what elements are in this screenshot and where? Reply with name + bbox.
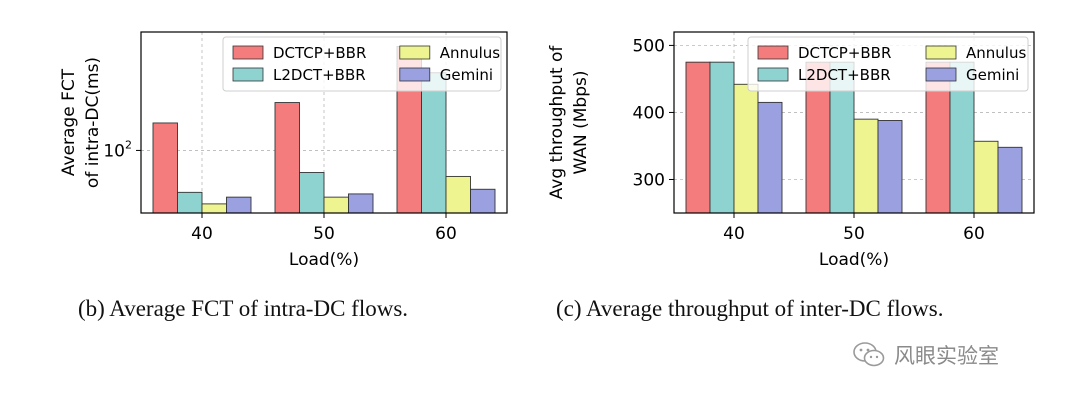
y-tick-label: 300 <box>633 170 665 190</box>
legend-label: DCTCP+BBR <box>273 44 366 62</box>
legend-swatch <box>399 45 431 60</box>
caption-c: (c) Average throughput of inter-DC flows… <box>556 296 944 321</box>
x-axis-label: Load(%) <box>819 250 889 270</box>
bar <box>973 140 999 214</box>
y-tick-label: 102 <box>103 138 132 161</box>
bar <box>757 101 783 214</box>
legend-label: Annulus <box>966 44 1026 62</box>
y-axis-label: of intra-DC(ms) <box>83 57 103 188</box>
bar <box>177 191 203 214</box>
bar <box>733 83 759 214</box>
legend-swatch <box>232 45 264 60</box>
legend-label: Annulus <box>440 44 500 62</box>
chart-1: 40 50 60 300 400 500 Load(%) Avg throughput of W… <box>547 31 1035 270</box>
legend-swatch <box>925 45 957 60</box>
y-tick-label: 500 <box>633 36 665 56</box>
bar <box>299 172 325 214</box>
y-axis-label: Average FCT <box>59 68 79 176</box>
bar <box>152 122 178 214</box>
x-tick-label: 50 <box>843 224 865 244</box>
legend-label: Gemini <box>966 66 1019 84</box>
legend-swatch <box>757 67 789 82</box>
bar <box>685 61 711 214</box>
chart-0: 40 50 60 102 Load(%) Average FCT of intra-DC(m… <box>59 31 508 270</box>
y-axis-label: Avg throughput of <box>547 45 567 200</box>
bar <box>445 175 471 214</box>
legend-label: L2DCT+BBR <box>798 66 891 84</box>
x-tick-label: 60 <box>435 224 457 244</box>
bar <box>470 188 496 214</box>
watermark-text: 风眼实验室 <box>894 344 999 368</box>
x-tick-label: 40 <box>723 224 745 244</box>
x-tick-label: 50 <box>313 224 335 244</box>
bar <box>201 203 227 214</box>
caption-b: (b) Average FCT of intra-DC flows. <box>78 296 409 321</box>
wechat-icon <box>853 342 885 367</box>
legend-box <box>222 36 502 92</box>
legend-label: Gemini <box>440 66 493 84</box>
legend-swatch <box>757 45 789 60</box>
x-tick-label: 40 <box>191 224 213 244</box>
x-tick-label: 60 <box>963 224 985 244</box>
bar <box>421 72 447 214</box>
bar <box>348 193 374 214</box>
bar <box>226 196 252 214</box>
legend-label: DCTCP+BBR <box>798 44 891 62</box>
bar <box>997 146 1023 214</box>
legend-swatch <box>232 67 264 82</box>
bar <box>877 120 903 214</box>
legend-swatch <box>399 67 431 82</box>
legend: DCTCP+BBR L2DCT+BBR Annulus Gemini <box>747 36 1029 92</box>
legend-swatch <box>925 67 957 82</box>
bar <box>274 102 300 214</box>
legend-box <box>747 36 1029 92</box>
legend-label: L2DCT+BBR <box>273 66 366 84</box>
legend: DCTCP+BBR L2DCT+BBR Annulus Gemini <box>222 36 502 92</box>
y-tick-label: 400 <box>633 103 665 123</box>
bar <box>709 61 735 214</box>
y-axis-label: WAN (Mbps) <box>571 70 591 174</box>
watermark: 风眼实验室 <box>852 340 999 370</box>
bar <box>853 118 879 214</box>
bar <box>323 196 349 214</box>
x-axis-label: Load(%) <box>289 250 359 270</box>
